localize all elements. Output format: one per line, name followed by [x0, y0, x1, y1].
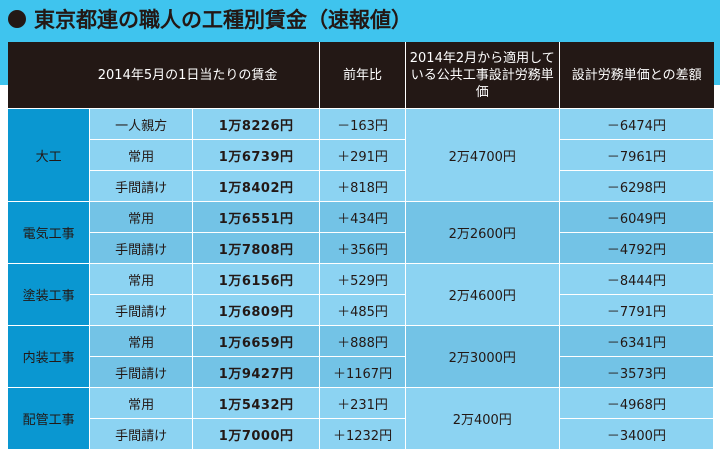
- table-row: 配管工事 常用 1万5432円 ＋231円 2万400円 －4968円: [6, 387, 715, 450]
- category-cell: 内装工事: [6, 325, 91, 388]
- yoy-cell: ＋888円: [319, 325, 406, 357]
- diff-cell: －4792円: [558, 232, 715, 264]
- header-yoy: 前年比: [319, 42, 406, 109]
- yoy-cell: ＋1167円: [319, 356, 406, 388]
- header-unit-price: 2014年2月から適用している公共工事設計労務単価: [404, 42, 560, 109]
- wage-cell: 1万8402円: [191, 170, 321, 202]
- table-row: 電気工事 常用 1万6551円 ＋434円 2万2600円 －6049円: [6, 201, 715, 264]
- header-wage: 2014年5月の1日当たりの賃金: [7, 42, 320, 109]
- yoy-cell: ＋818円: [319, 170, 406, 202]
- table-row: 常用 1万6739円 ＋291円 －7961円: [8, 139, 715, 171]
- table-row: 手間請け 1万6809円 ＋485円 －7791円: [8, 294, 715, 326]
- unit-price-cell: 2万4700円: [404, 108, 560, 202]
- type-cell: 常用: [89, 139, 193, 171]
- unit-price-cell: 2万400円: [404, 387, 560, 450]
- diff-cell: －6298円: [558, 170, 715, 202]
- type-cell: 常用: [89, 325, 193, 357]
- wage-cell: 1万6659円: [191, 325, 321, 357]
- header-diff: 設計労務単価との差額: [558, 42, 714, 109]
- wage-cell: 1万8226円: [191, 108, 321, 140]
- wage-cell: 1万6156円: [191, 263, 321, 295]
- group-daiku: 大工 一人親方 1万8226円 －163円 2万4700円 －6474円 常用 …: [6, 108, 715, 202]
- category-cell: 塗装工事: [6, 263, 91, 326]
- type-cell: 常用: [89, 201, 193, 233]
- wage-cell: 1万7000円: [191, 418, 321, 450]
- group-tosou: 塗装工事 常用 1万6156円 ＋529円 2万4600円 －8444円 手間請…: [6, 263, 715, 326]
- yoy-cell: ＋1232円: [319, 418, 406, 450]
- group-haikan: 配管工事 常用 1万5432円 ＋231円 2万400円 －4968円 手間請け…: [6, 387, 715, 450]
- diff-cell: －6049円: [558, 201, 715, 233]
- type-cell: 手間請け: [89, 294, 193, 326]
- yoy-cell: ＋529円: [319, 263, 406, 295]
- group-denki: 電気工事 常用 1万6551円 ＋434円 2万2600円 －6049円 手間請…: [6, 201, 715, 264]
- table-row: 手間請け 1万8402円 ＋818円 －6298円: [8, 170, 715, 202]
- table-row: 大工 一人親方 1万8226円 －163円 2万4700円 －6474円: [6, 108, 715, 202]
- group-naisou: 内装工事 常用 1万6659円 ＋888円 2万3000円 －6341円 手間請…: [6, 325, 715, 388]
- wage-cell: 1万6809円: [191, 294, 321, 326]
- page-title-text: 東京都連の職人の工種別賃金（速報値）: [34, 8, 412, 32]
- wage-cell: 1万6551円: [191, 201, 321, 233]
- wage-cell: 1万5432円: [191, 387, 321, 419]
- header-row: 2014年5月の1日当たりの賃金 前年比 2014年2月から適用している公共工事…: [7, 42, 714, 109]
- table-row: 手間請け 1万9427円 ＋1167円 －3573円: [8, 356, 715, 388]
- diff-cell: －8444円: [558, 263, 715, 295]
- yoy-cell: ＋356円: [319, 232, 406, 264]
- table-row: 内装工事 常用 1万6659円 ＋888円 2万3000円 －6341円: [6, 325, 715, 388]
- yoy-cell: －163円: [319, 108, 406, 140]
- diff-cell: －6474円: [558, 108, 715, 140]
- type-cell: 常用: [89, 387, 193, 419]
- diff-cell: －3573円: [558, 356, 715, 388]
- category-cell: 電気工事: [6, 201, 91, 264]
- wage-cell: 1万9427円: [191, 356, 321, 388]
- diff-cell: －6341円: [558, 325, 715, 357]
- yoy-cell: ＋291円: [319, 139, 406, 171]
- unit-price-cell: 2万4600円: [404, 263, 560, 326]
- type-cell: 常用: [89, 263, 193, 295]
- diff-cell: －3400円: [558, 418, 715, 450]
- diff-cell: －7791円: [558, 294, 715, 326]
- page-title: 東京都連の職人の工種別賃金（速報値）: [8, 4, 412, 34]
- type-cell: 手間請け: [89, 232, 193, 264]
- type-cell: 一人親方: [89, 108, 193, 140]
- category-cell: 大工: [6, 108, 91, 202]
- diff-cell: －4968円: [558, 387, 715, 419]
- wage-cell: 1万7808円: [191, 232, 321, 264]
- unit-price-cell: 2万3000円: [404, 325, 560, 388]
- type-cell: 手間請け: [89, 170, 193, 202]
- type-cell: 手間請け: [89, 356, 193, 388]
- category-cell: 配管工事: [6, 387, 91, 450]
- diff-cell: －7961円: [558, 139, 715, 171]
- table-row: 手間請け 1万7808円 ＋356円 －4792円: [8, 232, 715, 264]
- wage-cell: 1万6739円: [191, 139, 321, 171]
- yoy-cell: ＋434円: [319, 201, 406, 233]
- type-cell: 手間請け: [89, 418, 193, 450]
- bullet-icon: [8, 10, 26, 28]
- unit-price-cell: 2万2600円: [404, 201, 560, 264]
- yoy-cell: ＋231円: [319, 387, 406, 419]
- table-row: 手間請け 1万7000円 ＋1232円 －3400円: [8, 418, 715, 450]
- table-row: 塗装工事 常用 1万6156円 ＋529円 2万4600円 －8444円: [6, 263, 715, 326]
- wage-table: 2014年5月の1日当たりの賃金 前年比 2014年2月から適用している公共工事…: [6, 42, 715, 450]
- yoy-cell: ＋485円: [319, 294, 406, 326]
